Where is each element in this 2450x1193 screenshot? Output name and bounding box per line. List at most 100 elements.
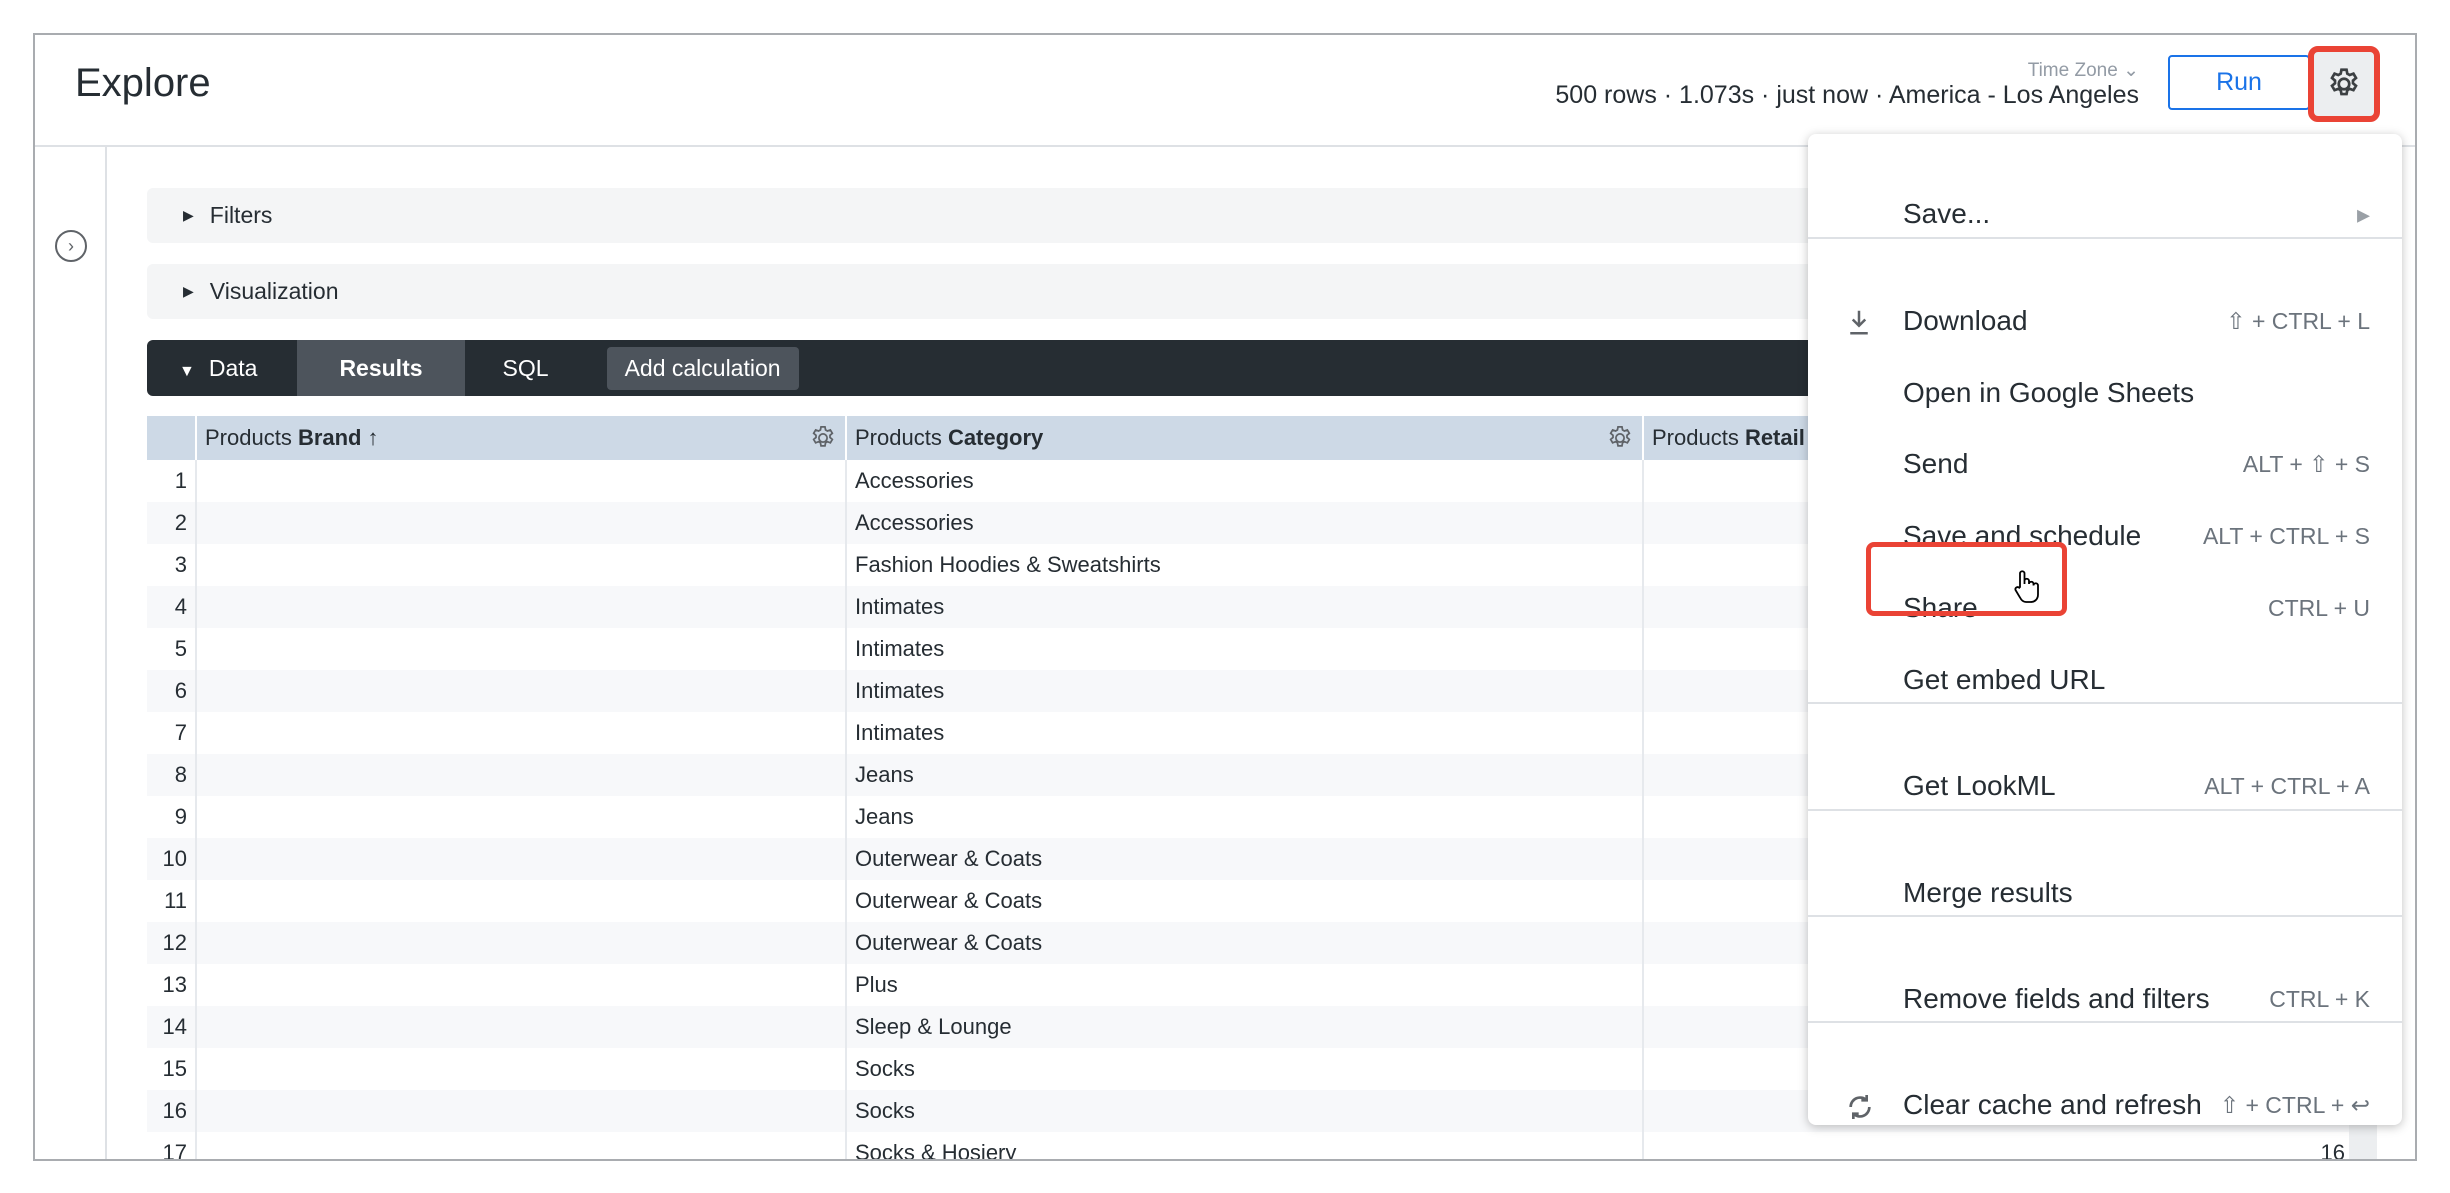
table-row: 3 Fashion Hoodies & Sweatshirts [147,544,2377,586]
row-number-header [147,416,197,460]
row-number: 15 [147,1048,197,1090]
data-bar: ▼ Data Results SQL Add calculation [147,340,1847,396]
brand-cell [197,712,847,754]
menu-item-send[interactable]: Send ALT + ⇧ + S [1808,434,2402,494]
submenu-arrow-icon: ▸ [2356,198,2370,229]
category-cell: Sleep & Lounge [847,1006,1644,1048]
gear-icon[interactable] [1606,424,1634,452]
menu-item-shortcut: ⇧ + CTRL + L [2226,307,2370,334]
brand-cell [197,754,847,796]
menu-item-get-embed-url[interactable]: Get embed URL [1808,650,2402,710]
category-cell: Accessories [847,460,1644,502]
sort-ascending-icon: ↑ [367,425,379,450]
table-row: 1 Accessories [147,460,2377,502]
category-cell: Intimates [847,670,1644,712]
time-zone-label: Time Zone [2027,60,2118,81]
time-zone-dropdown[interactable]: Time Zone ⌄ [2028,59,2139,82]
data-toggle[interactable]: ▼ Data [147,355,297,382]
menu-divider [1808,915,2402,917]
row-number: 5 [147,628,197,670]
category-cell: Outerwear & Coats [847,880,1644,922]
expand-sidebar-button[interactable]: › [55,230,87,262]
header-divider [35,145,2415,147]
brand-cell [197,502,847,544]
menu-item-label: Remove fields and filters [1903,983,2210,1014]
menu-item-label: Download [1903,305,2028,336]
menu-item-label: Get embed URL [1903,664,2106,695]
row-number: 1 [147,460,197,502]
menu-item-merge-results[interactable]: Merge results [1808,863,2402,923]
menu-item-get-lookml[interactable]: Get LookML ALT + CTRL + A [1808,756,2402,816]
settings-gear-button[interactable] [2308,46,2380,122]
caret-right-icon: ▶ [183,207,194,223]
category-cell: Fashion Hoodies & Sweatshirts [847,544,1644,586]
menu-item-shortcut: CTRL + K [2269,985,2370,1012]
chevron-down-icon: ⌄ [2123,60,2139,81]
visualization-section[interactable]: ▶ Visualization [147,264,1847,319]
menu-item-label: Open in Google Sheets [1903,377,2195,408]
category-cell: Intimates [847,586,1644,628]
gear-icon [2330,68,2358,96]
menu-divider [1808,809,2402,811]
tab-results[interactable]: Results [297,340,465,396]
download-icon [1844,307,1874,344]
gear-icon[interactable] [809,424,837,452]
menu-item-shortcut: ALT + CTRL + A [2204,772,2370,799]
column-header-retail[interactable]: Products Retail [1644,416,2377,460]
caret-right-icon: ▶ [183,283,194,299]
menu-item-label: Send [1903,448,1969,479]
row-number: 16 [147,1090,197,1132]
category-cell: Socks & Hosiery [847,1132,1644,1159]
row-number: 7 [147,712,197,754]
visualization-label: Visualization [209,278,339,304]
brand-cell [197,1090,847,1132]
menu-item-remove-fields-and-filters[interactable]: Remove fields and filters CTRL + K [1808,969,2402,1029]
brand-cell [197,460,847,502]
menu-item-clear-cache-and-refresh[interactable]: Clear cache and refresh ⇧ + CTRL + ↩ [1808,1075,2402,1135]
add-calculation-button[interactable]: Add calculation [606,346,799,390]
brand-cell [197,838,847,880]
row-number: 11 [147,880,197,922]
table-row: 16 Socks [147,1090,2377,1132]
table-row: 11 Outerwear & Coats [147,880,2377,922]
menu-item-label: Get LookML [1903,770,2056,801]
column-header-category[interactable]: Products Category [847,416,1644,460]
brand-cell [197,1006,847,1048]
menu-item-shortcut: ALT + CTRL + S [2202,522,2370,549]
row-number: 12 [147,922,197,964]
share-highlight [1866,542,2067,616]
query-status: 500 rows · 1.073s · just now · America -… [1555,81,2139,109]
row-number: 3 [147,544,197,586]
brand-cell [197,1048,847,1090]
menu-item-open-in-google-sheets[interactable]: Open in Google Sheets [1808,363,2402,423]
row-number: 14 [147,1006,197,1048]
menu-item-shortcut: CTRL + U [2267,594,2370,621]
category-cell: Outerwear & Coats [847,922,1644,964]
brand-cell [197,586,847,628]
filters-label: Filters [209,202,273,228]
hand-cursor-icon [2014,570,2039,603]
menu-divider [1808,702,2402,704]
category-cell: Socks [847,1090,1644,1132]
menu-item-download[interactable]: Download ⇧ + CTRL + L [1808,291,2402,351]
row-number: 6 [147,670,197,712]
menu-item-share[interactable]: Share CTRL + U [1808,578,2402,638]
row-number: 4 [147,586,197,628]
filters-section[interactable]: ▶ Filters [147,188,1847,243]
tab-sql[interactable]: SQL [502,354,549,381]
chevron-right-icon: › [68,235,74,256]
menu-item-shortcut: ALT + ⇧ + S [2242,450,2370,477]
caret-down-icon: ▼ [179,362,195,380]
menu-item-label: Clear cache and refresh [1903,1089,2202,1120]
row-number: 13 [147,964,197,1006]
run-button[interactable]: Run [2168,55,2310,110]
column-prefix: Products [205,425,298,450]
brand-cell [197,880,847,922]
column-header-brand[interactable]: Products Brand ↑ [197,416,847,460]
column-name: Brand [297,425,362,450]
category-cell: Outerwear & Coats [847,838,1644,880]
brand-cell [197,544,847,586]
menu-item-save[interactable]: Save... ▸ [1808,184,2402,244]
data-label: Data [208,354,258,381]
retail-cell: 16 [1644,1132,2377,1159]
